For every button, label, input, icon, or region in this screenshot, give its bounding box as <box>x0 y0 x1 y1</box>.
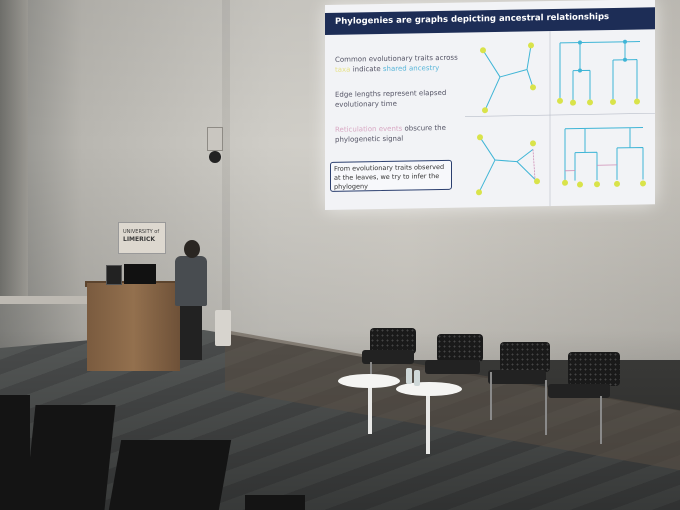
chair-seat-2 <box>425 360 480 374</box>
front-seat-1 <box>0 395 30 510</box>
projected-slide: Phylogenies are graphs depicting ancestr… <box>325 0 655 211</box>
small-round-table <box>215 310 231 346</box>
unrooted-network-bottom <box>478 137 536 193</box>
left-pillar <box>0 0 28 300</box>
reticulation-edge-left <box>532 149 536 180</box>
side-table-2 <box>396 382 462 396</box>
water-bottle <box>414 370 420 386</box>
side-desk <box>0 296 88 304</box>
unrooted-tree-top <box>482 45 534 111</box>
sign-line1: UNIVERSITY of <box>123 229 160 235</box>
divider-horizontal <box>465 112 655 117</box>
chair-seat-4 <box>548 384 610 398</box>
bullet-reticulation: Reticulation events obscure the phylogen… <box>335 123 460 145</box>
bullet-edge-lengths: Edge lengths represent elapsed evolution… <box>335 88 447 109</box>
leaves-bottom-left <box>476 134 540 196</box>
leaves-top-left <box>480 42 536 114</box>
wall-seam <box>222 0 230 340</box>
speaker-head <box>184 240 200 258</box>
table-stem-1 <box>368 384 372 434</box>
university-sign: UNIVERSITY of LIMERICK <box>118 222 166 254</box>
slide-callout-box: From evolutionary traits observed at the… <box>330 159 452 192</box>
chair-seat-3 <box>488 370 546 384</box>
wall-camera <box>209 151 221 163</box>
front-seat-4 <box>245 495 305 510</box>
wall-speaker <box>207 127 223 151</box>
chair-leg <box>490 372 492 420</box>
mesh-chair-2 <box>437 334 483 362</box>
mesh-chair-4 <box>568 352 620 386</box>
side-table-1 <box>338 374 400 388</box>
bullet1-ancestry: shared ancestry <box>382 64 440 73</box>
chair-leg <box>545 380 547 435</box>
chair-leg <box>600 396 602 444</box>
leaves-bottom-right <box>562 179 646 188</box>
bullet3-reticulation: Reticulation events <box>335 124 403 134</box>
sign-line2: LIMERICK <box>123 236 156 243</box>
bullet-shared-ancestry: Common evolutionary traits across taxa i… <box>335 53 460 75</box>
speaker-body <box>175 256 207 306</box>
podium-monitor <box>124 264 156 284</box>
rooted-network-bottom <box>564 126 644 181</box>
mesh-chair-1 <box>370 328 416 354</box>
bullet1-text-a: Common evolutionary traits across <box>335 53 458 64</box>
bullet1-text-b: indicate <box>350 64 383 74</box>
speaker-legs <box>180 300 202 360</box>
internal-nodes-top-right <box>578 39 627 73</box>
table-stem-2 <box>426 394 430 454</box>
mesh-chair-3 <box>500 342 550 372</box>
laptop <box>106 265 122 285</box>
chair-seat-1 <box>362 350 414 364</box>
reticulation-edges-right <box>565 164 617 172</box>
leaves-top-right <box>557 97 640 106</box>
podium <box>87 283 180 371</box>
rooted-tree-top <box>559 41 640 101</box>
front-seat-3 <box>108 440 232 510</box>
bullet1-taxa: taxa <box>335 65 351 74</box>
front-seat-2 <box>24 405 116 510</box>
phylogeny-diagram <box>465 31 655 207</box>
water-bottle <box>406 368 412 384</box>
